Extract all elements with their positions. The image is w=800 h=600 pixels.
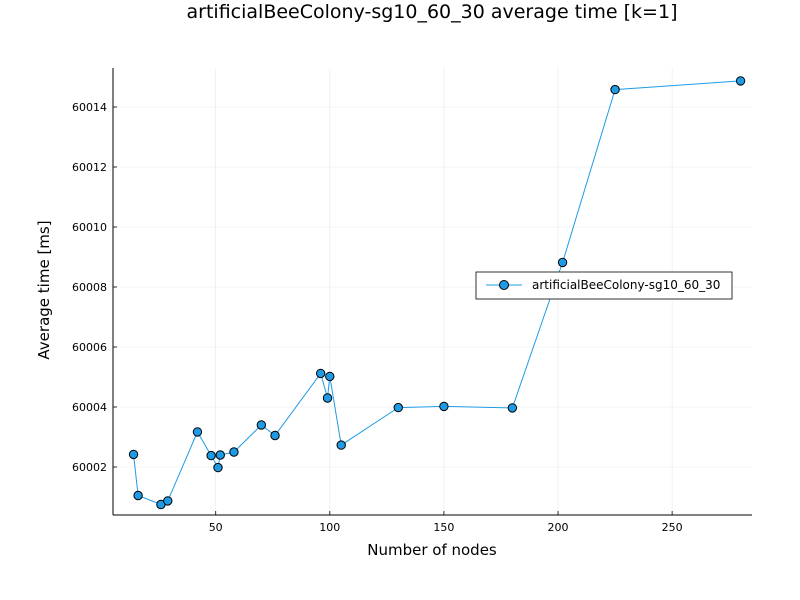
data-point bbox=[128, 449, 139, 460]
data-point bbox=[133, 490, 143, 501]
data-point bbox=[213, 462, 223, 473]
data-point bbox=[507, 403, 518, 413]
data-point bbox=[322, 393, 333, 403]
data-point bbox=[163, 496, 173, 506]
data-point bbox=[315, 368, 326, 379]
data-point bbox=[270, 430, 280, 441]
x-tick-label: 100 bbox=[319, 521, 340, 534]
x-axis-title: Number of nodes bbox=[367, 541, 497, 559]
data-point bbox=[206, 450, 216, 461]
x-tick-label: 50 bbox=[209, 521, 223, 534]
tick-labels: 50 100 150 200 250 60002 60004 60006 60008 60010 6… bbox=[72, 101, 683, 534]
x-tick-label: 150 bbox=[433, 521, 454, 534]
data-point bbox=[215, 450, 225, 460]
x-tick-label: 250 bbox=[662, 521, 683, 534]
data-point bbox=[393, 402, 403, 413]
x-tick-label: 200 bbox=[548, 521, 569, 534]
chart-title: artificialBeeColony-sg10_60_30 average t… bbox=[187, 1, 678, 23]
y-tick-label: 60002 bbox=[72, 461, 107, 474]
data-point bbox=[557, 257, 568, 268]
data-point bbox=[439, 401, 449, 412]
data-point bbox=[336, 440, 346, 450]
y-tick-label: 60008 bbox=[72, 281, 107, 294]
data-point bbox=[256, 420, 267, 430]
data-point bbox=[325, 371, 335, 382]
y-axis-title: Average time [ms] bbox=[35, 220, 53, 359]
y-tick-label: 60004 bbox=[72, 401, 107, 414]
axes bbox=[112, 68, 752, 516]
y-tick-label: 60006 bbox=[72, 341, 107, 354]
y-tick-label: 60012 bbox=[72, 161, 107, 174]
legend-marker-swatch bbox=[499, 280, 509, 290]
legend: artificialBeeColony-sg10_60_30 bbox=[475, 271, 733, 300]
legend-entry-label: artificialBeeColony-sg10_60_30 bbox=[532, 278, 720, 292]
data-point bbox=[229, 447, 239, 457]
data-point bbox=[735, 76, 746, 86]
y-tick-label: 60014 bbox=[72, 101, 107, 114]
y-tick-label: 60010 bbox=[72, 221, 107, 234]
data-point bbox=[610, 84, 620, 95]
data-point bbox=[192, 427, 203, 437]
series-layer bbox=[128, 76, 746, 510]
